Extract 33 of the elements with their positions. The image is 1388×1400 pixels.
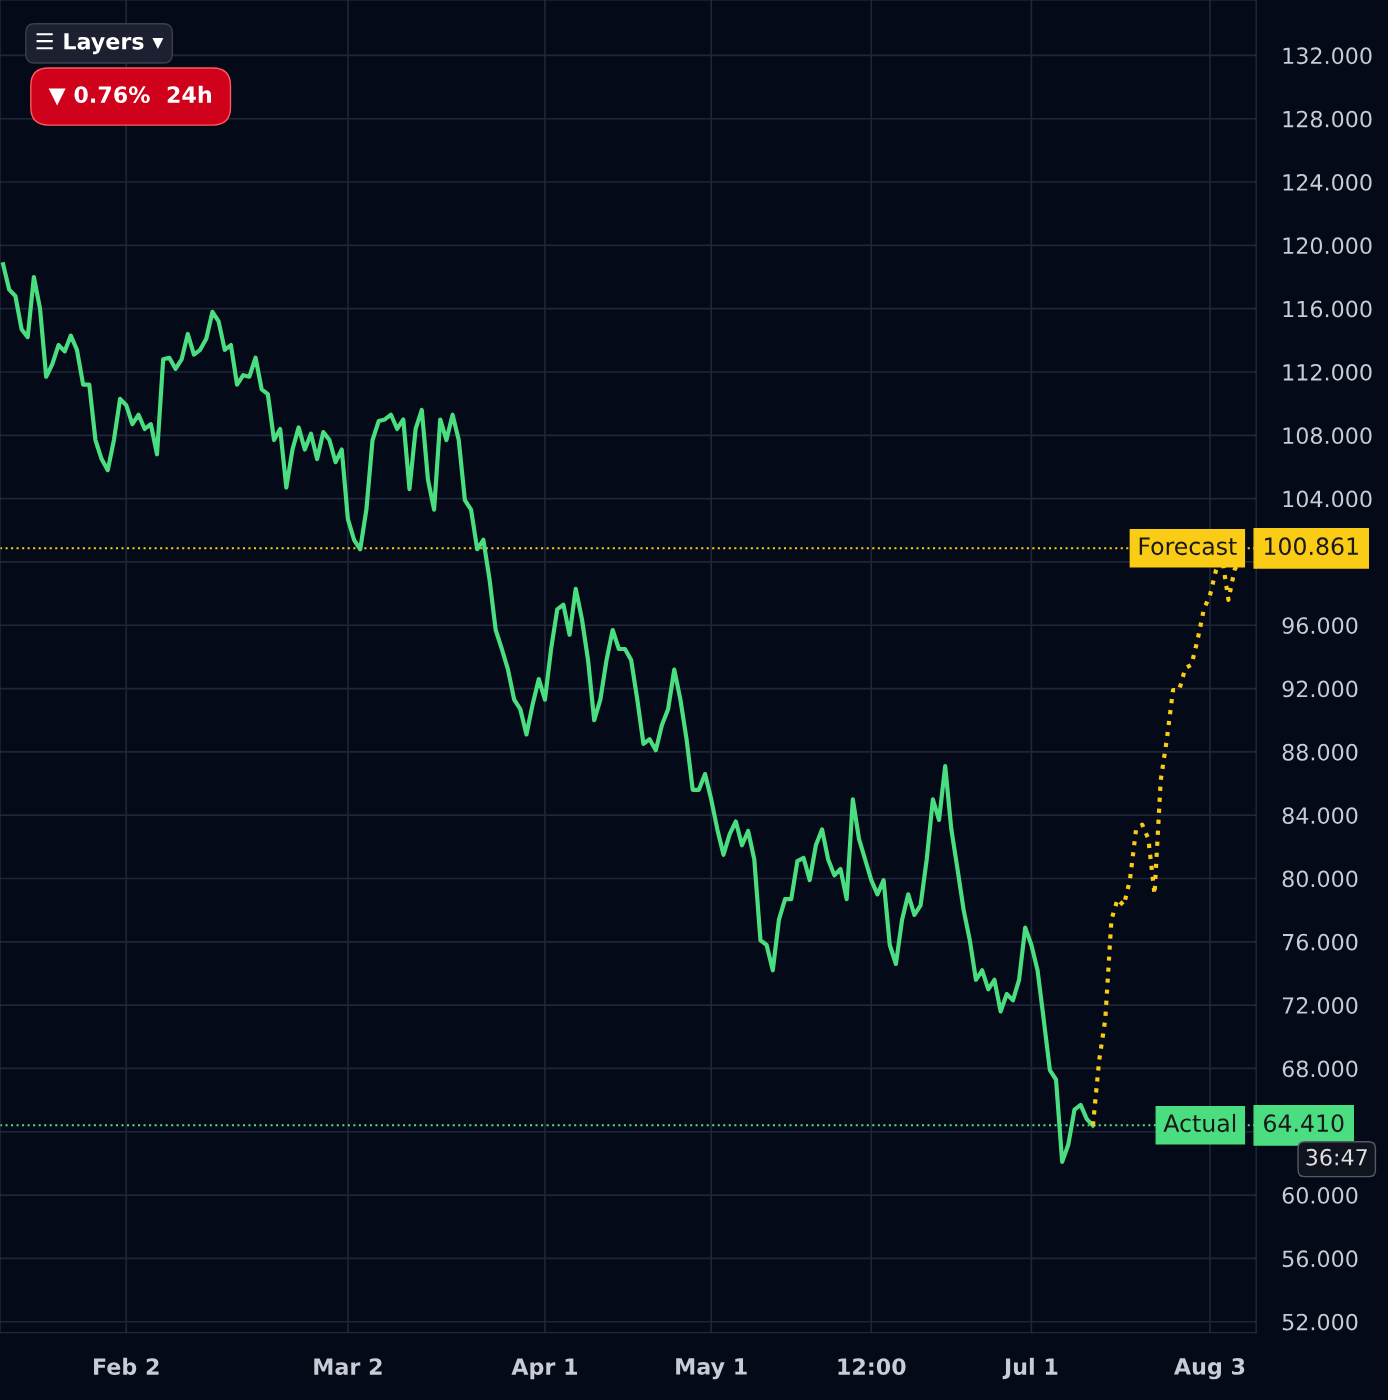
x-tick-label: Mar 2: [314, 1358, 382, 1375]
y-tick-label: 104.000: [1283, 490, 1372, 508]
text: 64.410: [1264, 1114, 1344, 1133]
y-tick-label: 68.000: [1282, 1060, 1358, 1078]
y-tick-label: 132.000: [1283, 47, 1372, 65]
x-tick-label: Feb 2: [94, 1357, 159, 1375]
ref-line-label: Actual: [1163, 1113, 1236, 1133]
y-tick-label: 56.000: [1282, 1250, 1358, 1268]
text: 100.861: [1265, 537, 1358, 556]
y-tick-label: 80.000: [1282, 870, 1358, 888]
y-tick-label: 76.000: [1282, 933, 1358, 951]
x-tick-label: Jul 1: [1002, 1357, 1058, 1380]
annotation: ☰ Layers ▾: [36, 33, 164, 55]
y-tick-label: 84.000: [1282, 807, 1358, 824]
x-tick-label: 12:00: [838, 1358, 906, 1375]
text: 36:47: [1306, 1148, 1367, 1166]
y-tick-label: 96.000: [1282, 617, 1358, 634]
y-tick-label: 60.000: [1282, 1187, 1358, 1204]
y-tick-label: 112.000: [1283, 363, 1372, 381]
annotation: ▼ 0.76% 24h: [48, 85, 211, 106]
x-tick-label: Apr 1: [511, 1358, 578, 1380]
y-tick-label: 72.000: [1282, 997, 1358, 1014]
y-tick-label: 116.000: [1283, 300, 1372, 318]
y-tick-label: 124.000: [1283, 173, 1372, 191]
y-tick-label: 92.000: [1282, 680, 1358, 698]
y-tick-label: 120.000: [1283, 237, 1372, 255]
x-tick-label: Aug 3: [1174, 1358, 1245, 1380]
y-tick-label: 108.000: [1283, 427, 1372, 445]
y-tick-label: 88.000: [1282, 743, 1358, 761]
y-tick-label: 52.000: [1282, 1313, 1358, 1331]
y-tick-label: 128.000: [1283, 110, 1372, 128]
x-tick-label: May 1: [676, 1358, 747, 1380]
ref-line-label: Forecast: [1139, 537, 1237, 556]
